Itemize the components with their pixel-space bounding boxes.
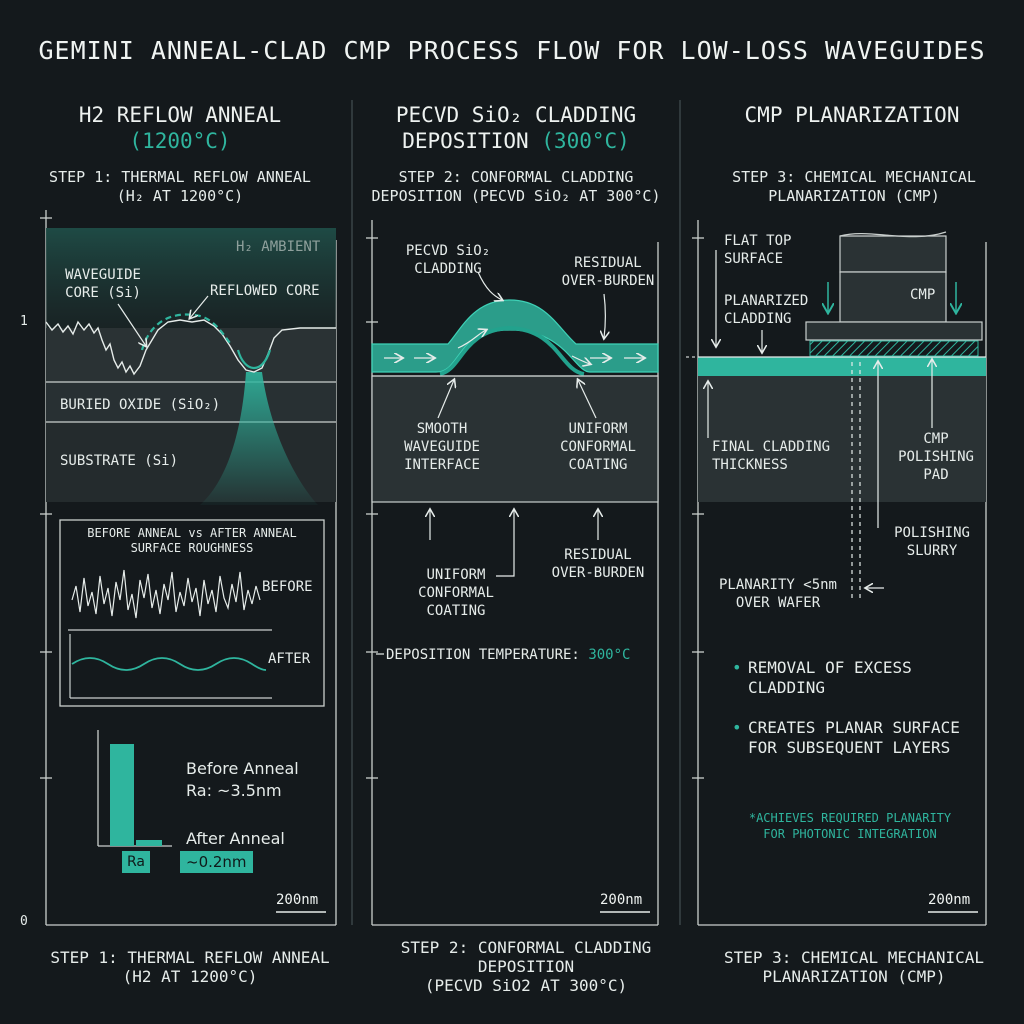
planarity-label: PLANARITY <5nm OVER WAFER xyxy=(718,577,837,611)
cmp-substrate xyxy=(698,376,986,502)
scale-bar-label: 200nm xyxy=(600,892,643,908)
list-item: • CREATES PLANAR SURFACE FOR SUBSEQUENT L… xyxy=(732,718,960,757)
oxide-layer xyxy=(371,375,659,503)
before-ra-bar xyxy=(110,744,134,846)
scale-bar-label: 200nm xyxy=(928,892,971,908)
panel2-step-top: STEP 2: CONFORMAL CLADDING DEPOSITION (P… xyxy=(371,168,661,205)
polishing-slurry-label: POLISHING SLURRY xyxy=(894,525,970,559)
panel1-step-bottom: STEP 1: THERMAL REFLOW ANNEAL (H2 AT 120… xyxy=(50,948,330,986)
panel2-header: PECVD SiO₂ CLADDING DEPOSITION (300°C) xyxy=(356,102,676,154)
cmp-head-plate xyxy=(805,321,983,341)
cmp-polishing-pad xyxy=(809,340,979,357)
axis-label-top: 1 xyxy=(20,314,28,329)
residual-overburden-label-bottom: RESIDUAL OVER-BURDEN xyxy=(551,547,645,581)
residual-overburden-label-top: RESIDUAL OVER-BURDEN xyxy=(561,255,655,289)
polishing-pad-label: CMP POLISHING PAD xyxy=(898,431,974,483)
panel1-header: H2 REFLOW ANNEAL (1200°C) xyxy=(20,102,340,154)
reflowed-core-profile xyxy=(140,313,233,351)
after-ra-value: ~0.2nm xyxy=(180,851,253,873)
substrate-label: SUBSTRATE (Si) xyxy=(60,453,179,469)
planarized-cladding-layer xyxy=(698,357,986,376)
page-title: GEMINI ANNEAL-CLAD CMP PROCESS FLOW FOR … xyxy=(38,36,986,65)
uniform-coating-label-bottom: UNIFORM CONFORMAL COATING xyxy=(418,567,494,619)
panel2-step-bottom: STEP 2: CONFORMAL CLADDING DEPOSITION (P… xyxy=(400,938,652,995)
bullet-icon: • xyxy=(732,718,742,737)
planarity-note: *ACHIEVES REQUIRED PLANARITY FOR PHOTONI… xyxy=(748,811,952,841)
rough-surface-profile xyxy=(45,319,336,376)
after-anneal-label: After Anneal xyxy=(186,829,285,848)
panel2-header-main: PECVD SiO₂ CLADDING xyxy=(395,103,637,127)
waveguide-core-layer xyxy=(46,328,336,382)
panel1-header-accent: (1200°C) xyxy=(129,129,231,153)
panel3-step-bottom: STEP 3: CHEMICAL MECHANICAL PLANARIZATIO… xyxy=(723,948,985,986)
final-cladding-thickness-label: FINAL CLADDING THICKNESS xyxy=(712,439,831,473)
pecvd-cladding-label: PECVD SiO₂ CLADDING xyxy=(405,243,491,277)
before-roughness-trace xyxy=(71,569,261,619)
waveguide-core-label: WAVEGUIDE CORE (Si) xyxy=(65,267,141,301)
after-roughness-trace xyxy=(71,657,267,671)
cmp-bullet-list: • REMOVAL OF EXCESS CLADDING • CREATES PL… xyxy=(732,658,986,758)
step-line: STEP 1: THERMAL REFLOW ANNEAL xyxy=(49,168,311,186)
step-line: (H₂ AT 1200°C) xyxy=(116,187,244,205)
before-anneal-label: Before Anneal Ra: ~3.5nm xyxy=(186,759,299,800)
h2-ambient-label: H₂ AMBIENT xyxy=(236,239,321,255)
list-item: • REMOVAL OF EXCESS CLADDING xyxy=(732,658,912,697)
ra-tag: Ra xyxy=(122,851,150,873)
pecvd-cladding-layer xyxy=(371,299,659,373)
after-trace-label: AFTER xyxy=(268,651,311,667)
axis-label-bottom: 0 xyxy=(20,914,28,929)
cmp-head-body xyxy=(839,271,947,323)
scale-bar-label: 200nm xyxy=(276,892,319,908)
reflowed-core-label: REFLOWED CORE xyxy=(210,283,320,299)
before-trace-label: BEFORE xyxy=(262,579,313,595)
bullet-icon: • xyxy=(732,658,742,677)
smooth-interface-label: SMOOTH WAVEGUIDE INTERFACE xyxy=(404,421,480,473)
buried-oxide-label: BURIED OXIDE (SiO₂) xyxy=(60,397,221,413)
flat-top-surface-label: FLAT TOP SURFACE xyxy=(724,233,792,267)
after-ra-bar xyxy=(136,840,162,846)
cmp-head-shaft xyxy=(839,235,947,273)
panel2-header-accent: (300°C) xyxy=(541,129,630,153)
deposition-temperature-value: 300°C xyxy=(588,647,631,663)
cmp-head-label: CMP xyxy=(910,287,936,303)
axis-ticks xyxy=(40,217,52,779)
roughness-comparison-box xyxy=(59,519,325,707)
planarized-cladding-label: PLANARIZED CLADDING xyxy=(724,293,809,327)
panel2-header-line2: DEPOSITION (300°C) xyxy=(402,129,630,153)
reflow-beam xyxy=(200,372,318,505)
panel3-step-top: STEP 3: CHEMICAL MECHANICAL PLANARIZATIO… xyxy=(732,168,976,205)
buried-oxide-layer xyxy=(46,382,336,422)
deposition-temperature: DEPOSITION TEMPERATURE: 300°C xyxy=(386,647,631,663)
roughness-title: BEFORE ANNEAL vs AFTER ANNEAL SURFACE RO… xyxy=(87,526,297,555)
panel3-header: CMP PLANARIZATION xyxy=(744,103,960,127)
panel1-step-top: STEP 1: THERMAL REFLOW ANNEAL (H₂ AT 120… xyxy=(20,168,340,206)
uniform-coating-label-top: UNIFORM CONFORMAL COATING xyxy=(560,421,636,473)
panel1-header-main: H2 REFLOW ANNEAL xyxy=(78,103,282,127)
